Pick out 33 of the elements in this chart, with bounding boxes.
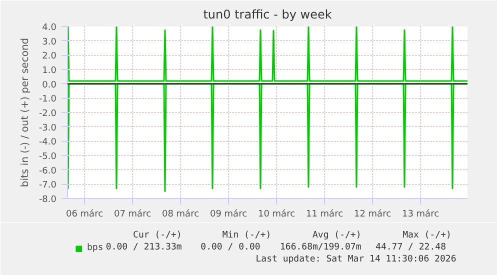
text: Avg (-/+) (312, 230, 362, 240)
text: 44.77 / 22.48 (376, 242, 446, 252)
x-tick-label: 08 márc (162, 208, 200, 220)
y-tick-label: 0.0 (42, 80, 57, 90)
y-tick-label: 4.0 (42, 23, 57, 33)
x-tick-label: 11 márc (306, 208, 344, 220)
x-tick-label: 06 márc (66, 208, 104, 220)
text: Max (-/+) (402, 230, 452, 240)
x-tick-label: 12 márc (354, 208, 392, 220)
y-tick-label: -4.0 (38, 138, 57, 148)
y-tick-label: -3.0 (38, 123, 57, 134)
text: Min (-/+) (222, 230, 272, 240)
text: Cur (-/+) (133, 230, 182, 240)
chart-title: tun0 traffic - by week (203, 8, 332, 22)
text: 166.68m/199.07m (280, 242, 362, 252)
y-tick-label: 1.0 (42, 66, 57, 76)
y-tick-label: 3.0 (42, 37, 57, 48)
y-tick-label: -7.0 (38, 180, 57, 191)
x-tick-label: 07 márc (114, 208, 152, 220)
x-tick-label: 10 márc (258, 208, 296, 220)
y-tick-label: 2.0 (42, 52, 57, 62)
legend-label: bps (87, 243, 104, 253)
y-tick-label: -5.0 (38, 152, 57, 162)
y-axis-title: bits in (-) / out (+) per second (20, 38, 31, 188)
text: 0.00 / 0.00 (200, 242, 260, 252)
x-tick-label: 09 márc (210, 208, 248, 220)
text: Last update: Sat Mar 14 11:30:06 2026 (256, 254, 456, 264)
y-tick-label: -8.0 (38, 195, 57, 205)
x-tick-label: 13 márc (402, 208, 440, 220)
y-tick-label: -2.0 (38, 109, 57, 119)
y-tick-label: -1.0 (38, 94, 57, 105)
y-tick-label: -6.0 (38, 166, 57, 176)
text: 0.00 / 213.33m (106, 242, 182, 252)
